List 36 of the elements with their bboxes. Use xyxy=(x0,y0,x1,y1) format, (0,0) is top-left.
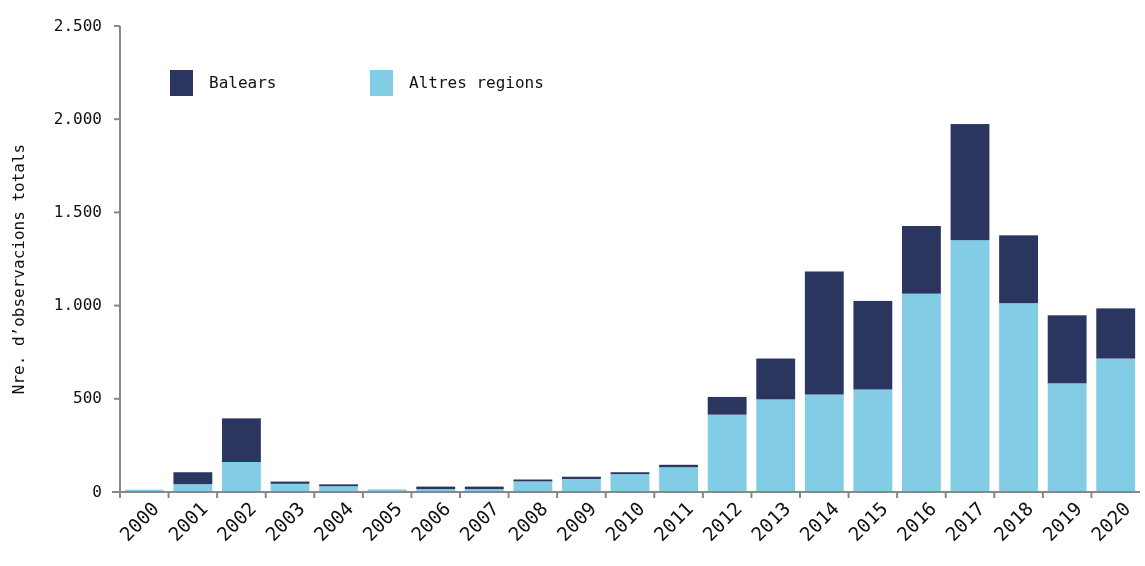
bar xyxy=(999,235,1038,304)
bar xyxy=(562,476,601,479)
bar xyxy=(853,300,893,390)
legend-label: Altres regions xyxy=(409,72,544,92)
bar xyxy=(707,414,747,492)
y-axis-title: Nre. d’observacions totals xyxy=(9,143,28,395)
bar xyxy=(1096,358,1136,492)
bar xyxy=(999,303,1038,492)
bar xyxy=(610,474,650,492)
y-tick-label: 500 xyxy=(73,388,102,408)
bar xyxy=(1047,315,1087,384)
bar xyxy=(1047,383,1087,492)
bar xyxy=(659,467,698,492)
bar xyxy=(853,389,893,492)
y-tick-label: 1.500 xyxy=(53,201,102,221)
bar xyxy=(173,472,213,485)
y-tick-label: 0 xyxy=(92,481,102,501)
y-tick-label: 2.500 xyxy=(53,15,102,35)
bar xyxy=(902,293,941,492)
bar xyxy=(222,418,261,462)
bar xyxy=(950,124,990,241)
legend-label: Balears xyxy=(209,72,277,92)
bar xyxy=(756,399,796,492)
bar xyxy=(562,478,601,492)
bar xyxy=(902,226,941,294)
y-tick-label: 2.000 xyxy=(53,108,102,128)
bar xyxy=(804,271,844,395)
bar xyxy=(804,394,844,492)
bar xyxy=(756,358,796,400)
bar xyxy=(950,240,990,492)
bar xyxy=(707,396,747,415)
y-tick-label: 1.000 xyxy=(53,295,102,315)
bar xyxy=(222,461,261,492)
bar xyxy=(173,484,213,492)
bar xyxy=(513,481,553,492)
bar xyxy=(1096,308,1136,359)
